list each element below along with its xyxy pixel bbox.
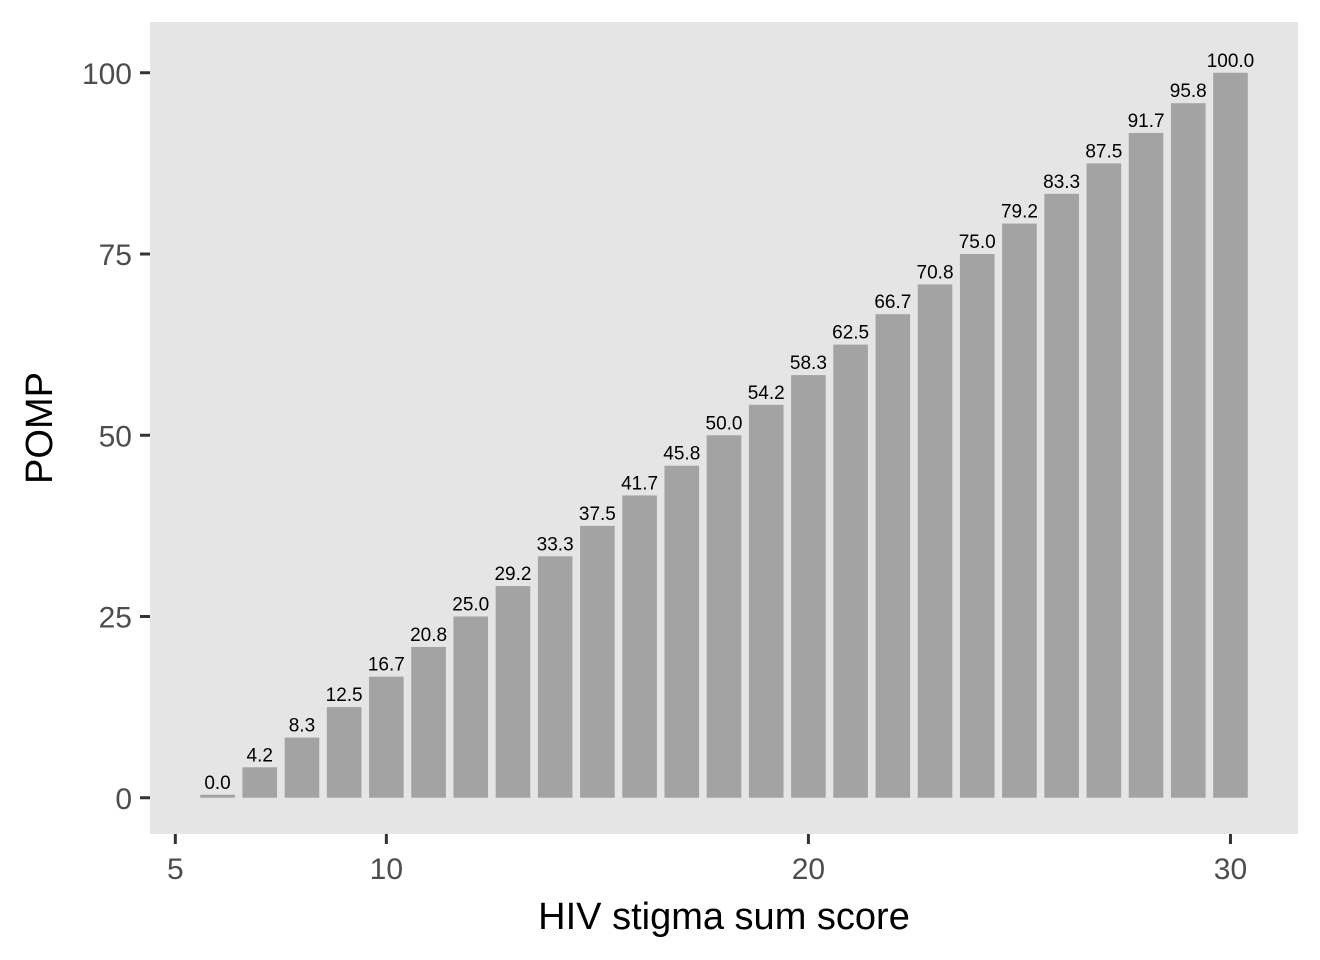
data-label-12: 25.0 (452, 595, 489, 616)
bar-26 (1044, 193, 1079, 798)
bar-13 (495, 586, 531, 798)
data-label-15: 37.5 (579, 504, 616, 525)
x-tick-label-30: 30 (1214, 853, 1247, 886)
data-label-11: 20.8 (410, 625, 447, 646)
data-label-19: 54.2 (748, 383, 785, 404)
bar-17 (664, 465, 700, 798)
data-label-26: 83.3 (1043, 172, 1080, 193)
data-label-29: 95.8 (1170, 81, 1207, 102)
y-axis: 0 25 50 75 100 (82, 58, 150, 816)
data-label-30: 100.0 (1207, 51, 1255, 72)
bar-18 (706, 435, 742, 798)
data-label-13: 29.2 (494, 564, 531, 585)
data-label-28: 91.7 (1128, 111, 1165, 132)
bar-29 (1170, 103, 1206, 798)
data-label-22: 66.7 (874, 292, 911, 313)
bar-6 (200, 794, 235, 798)
bar-11 (411, 646, 446, 798)
x-tick-label-5: 5 (167, 853, 184, 886)
data-label-23: 70.8 (917, 262, 954, 283)
bar-28 (1128, 132, 1164, 798)
bar-19 (748, 404, 784, 798)
x-tick-label-20: 20 (792, 853, 825, 886)
bar-16 (622, 495, 657, 798)
bar-9 (326, 707, 362, 798)
data-label-21: 62.5 (832, 323, 869, 344)
bar-10 (369, 676, 404, 798)
data-label-24: 75.0 (959, 232, 996, 253)
bar-30 (1213, 72, 1248, 798)
bar-25 (1002, 223, 1037, 798)
data-label-17: 45.8 (663, 444, 700, 465)
bar-27 (1086, 163, 1122, 798)
data-label-8: 8.3 (289, 716, 315, 737)
data-labels-group: 0.0 4.2 8.3 12.516.720.825.029.2 33.337.541.… (204, 51, 1254, 794)
x-axis: 5 10 20 30 (167, 834, 1247, 886)
bar-23 (917, 284, 953, 798)
data-label-16: 41.7 (621, 473, 658, 494)
data-label-10: 16.7 (368, 655, 405, 676)
y-tick-label-50: 50 (99, 420, 132, 453)
x-tick-label-10: 10 (370, 853, 403, 886)
data-label-25: 79.2 (1001, 202, 1038, 223)
data-label-7: 4.2 (247, 745, 273, 766)
data-label-20: 58.3 (790, 353, 827, 374)
data-label-6: 0.0 (204, 773, 230, 794)
data-label-18: 50.0 (706, 413, 743, 434)
bar-20 (791, 375, 826, 798)
bar-8 (284, 737, 320, 798)
data-label-14: 33.3 (537, 534, 574, 555)
bars-group (200, 72, 1248, 798)
bar-21 (833, 344, 868, 798)
bar-15 (580, 525, 615, 798)
bar-24 (959, 254, 995, 798)
y-axis-title: POMP (19, 372, 61, 484)
bar-7 (242, 767, 278, 798)
data-label-9: 12.5 (326, 685, 363, 706)
y-tick-label-0: 0 (115, 783, 132, 816)
bar-22 (875, 314, 911, 798)
x-axis-title: HIV stigma sum score (538, 896, 910, 938)
y-tick-label-75: 75 (99, 239, 132, 272)
bar-14 (537, 556, 573, 798)
y-tick-label-100: 100 (82, 58, 132, 91)
data-label-27: 87.5 (1085, 141, 1122, 162)
y-tick-label-25: 25 (99, 602, 132, 635)
bar-12 (453, 616, 489, 798)
